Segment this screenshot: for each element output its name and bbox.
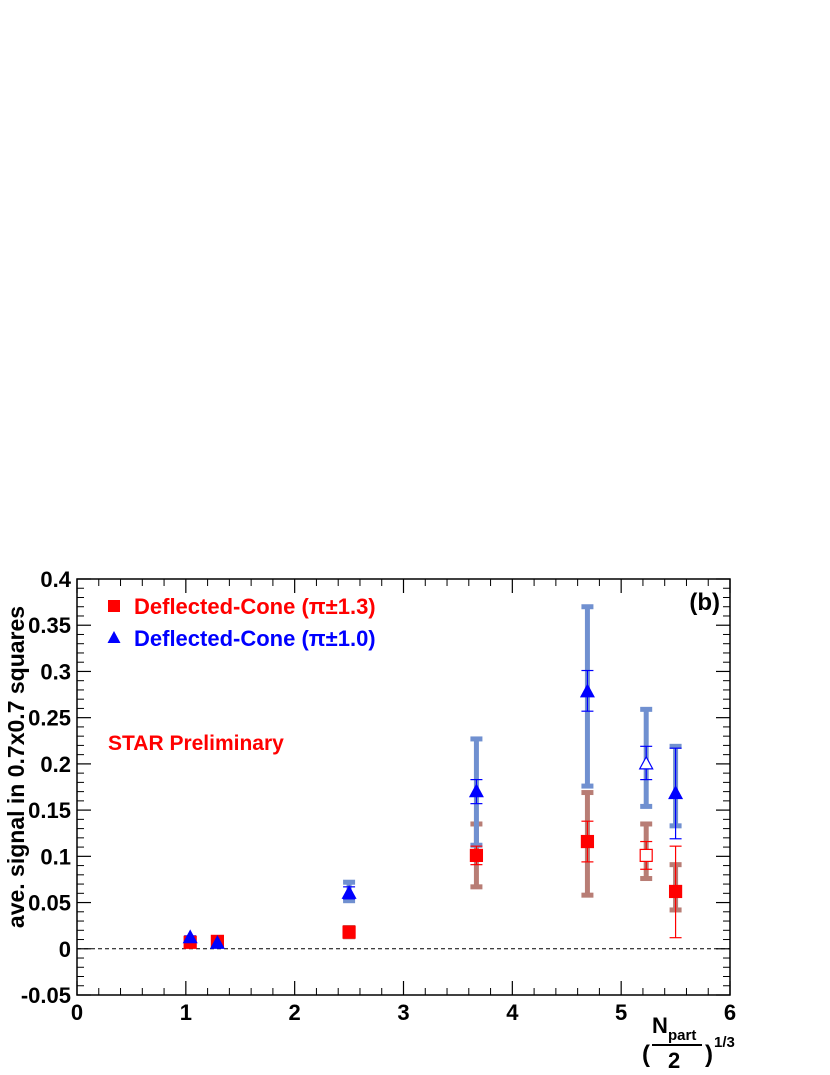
blue-triangle-marker <box>638 755 654 770</box>
y-tick-label: 0.35 <box>28 613 71 638</box>
x-label-denominator: 2 <box>668 1048 680 1073</box>
blue-triangle-marker <box>668 785 684 800</box>
blue-triangle-marker <box>209 934 225 949</box>
x-label-close-paren: ) <box>705 1041 713 1068</box>
panel-label: (b) <box>689 589 720 616</box>
y-tick-label: 0.3 <box>40 659 71 684</box>
blue-triangle-marker <box>182 929 198 944</box>
x-tick-label: 4 <box>506 1000 519 1025</box>
x-label-numerator: N <box>652 1013 668 1038</box>
y-tick-label: 0.05 <box>28 891 71 916</box>
x-label-exponent: 1/3 <box>714 1034 735 1051</box>
x-tick-label: 6 <box>724 1000 736 1025</box>
blue-triangle-marker <box>579 683 595 698</box>
x-tick-label: 3 <box>397 1000 409 1025</box>
red-square-marker <box>469 848 484 863</box>
x-label-subscript: part <box>668 1027 696 1044</box>
red-square-marker <box>342 925 356 939</box>
x-tick-label: 1 <box>180 1000 192 1025</box>
x-tick-label: 0 <box>71 1000 83 1025</box>
x-axis-label: ( N part 2 ) 1/3 <box>642 1013 735 1073</box>
y-tick-label: 0 <box>59 937 71 962</box>
red-square-marker <box>580 834 595 849</box>
y-tick-label: 0.4 <box>40 567 71 592</box>
y-tick-label: 0.25 <box>28 706 71 731</box>
y-axis-label: ave. signal in 0.7x0.7 squares <box>3 606 29 928</box>
blue-triangle-marker <box>468 783 484 798</box>
x-tick-label: 5 <box>615 1000 627 1025</box>
x-tick-label: 2 <box>289 1000 301 1025</box>
x-label-open-paren: ( <box>642 1041 650 1068</box>
blue-triangle-marker <box>341 885 357 899</box>
axes: 0 1 2 3 4 5 6-0.0500.050.10.150.20.250.30.350.… <box>21 567 736 1025</box>
star-preliminary-label: STAR Preliminary <box>108 732 284 755</box>
y-tick-label: 0.2 <box>40 752 71 777</box>
y-tick-label: -0.05 <box>21 983 71 1008</box>
legend-marker-square <box>108 600 120 612</box>
legend-marker-triangle <box>107 631 121 643</box>
systematic-error-bars <box>343 604 682 940</box>
y-tick-label: 0.15 <box>28 798 71 823</box>
y-tick-label: 0.1 <box>40 844 71 869</box>
statistical-error-bars <box>184 669 682 946</box>
legend-entry-label: Deflected-Cone (π±1.3) <box>134 594 376 619</box>
legend-entry-label: Deflected-Cone (π±1.0) <box>134 626 376 651</box>
red-square-marker <box>639 848 653 863</box>
red-square-marker <box>668 884 683 899</box>
data-markers <box>182 683 684 949</box>
legend: Deflected-Cone (π±1.3) Deflected-Cone (π±… <box>107 594 376 651</box>
